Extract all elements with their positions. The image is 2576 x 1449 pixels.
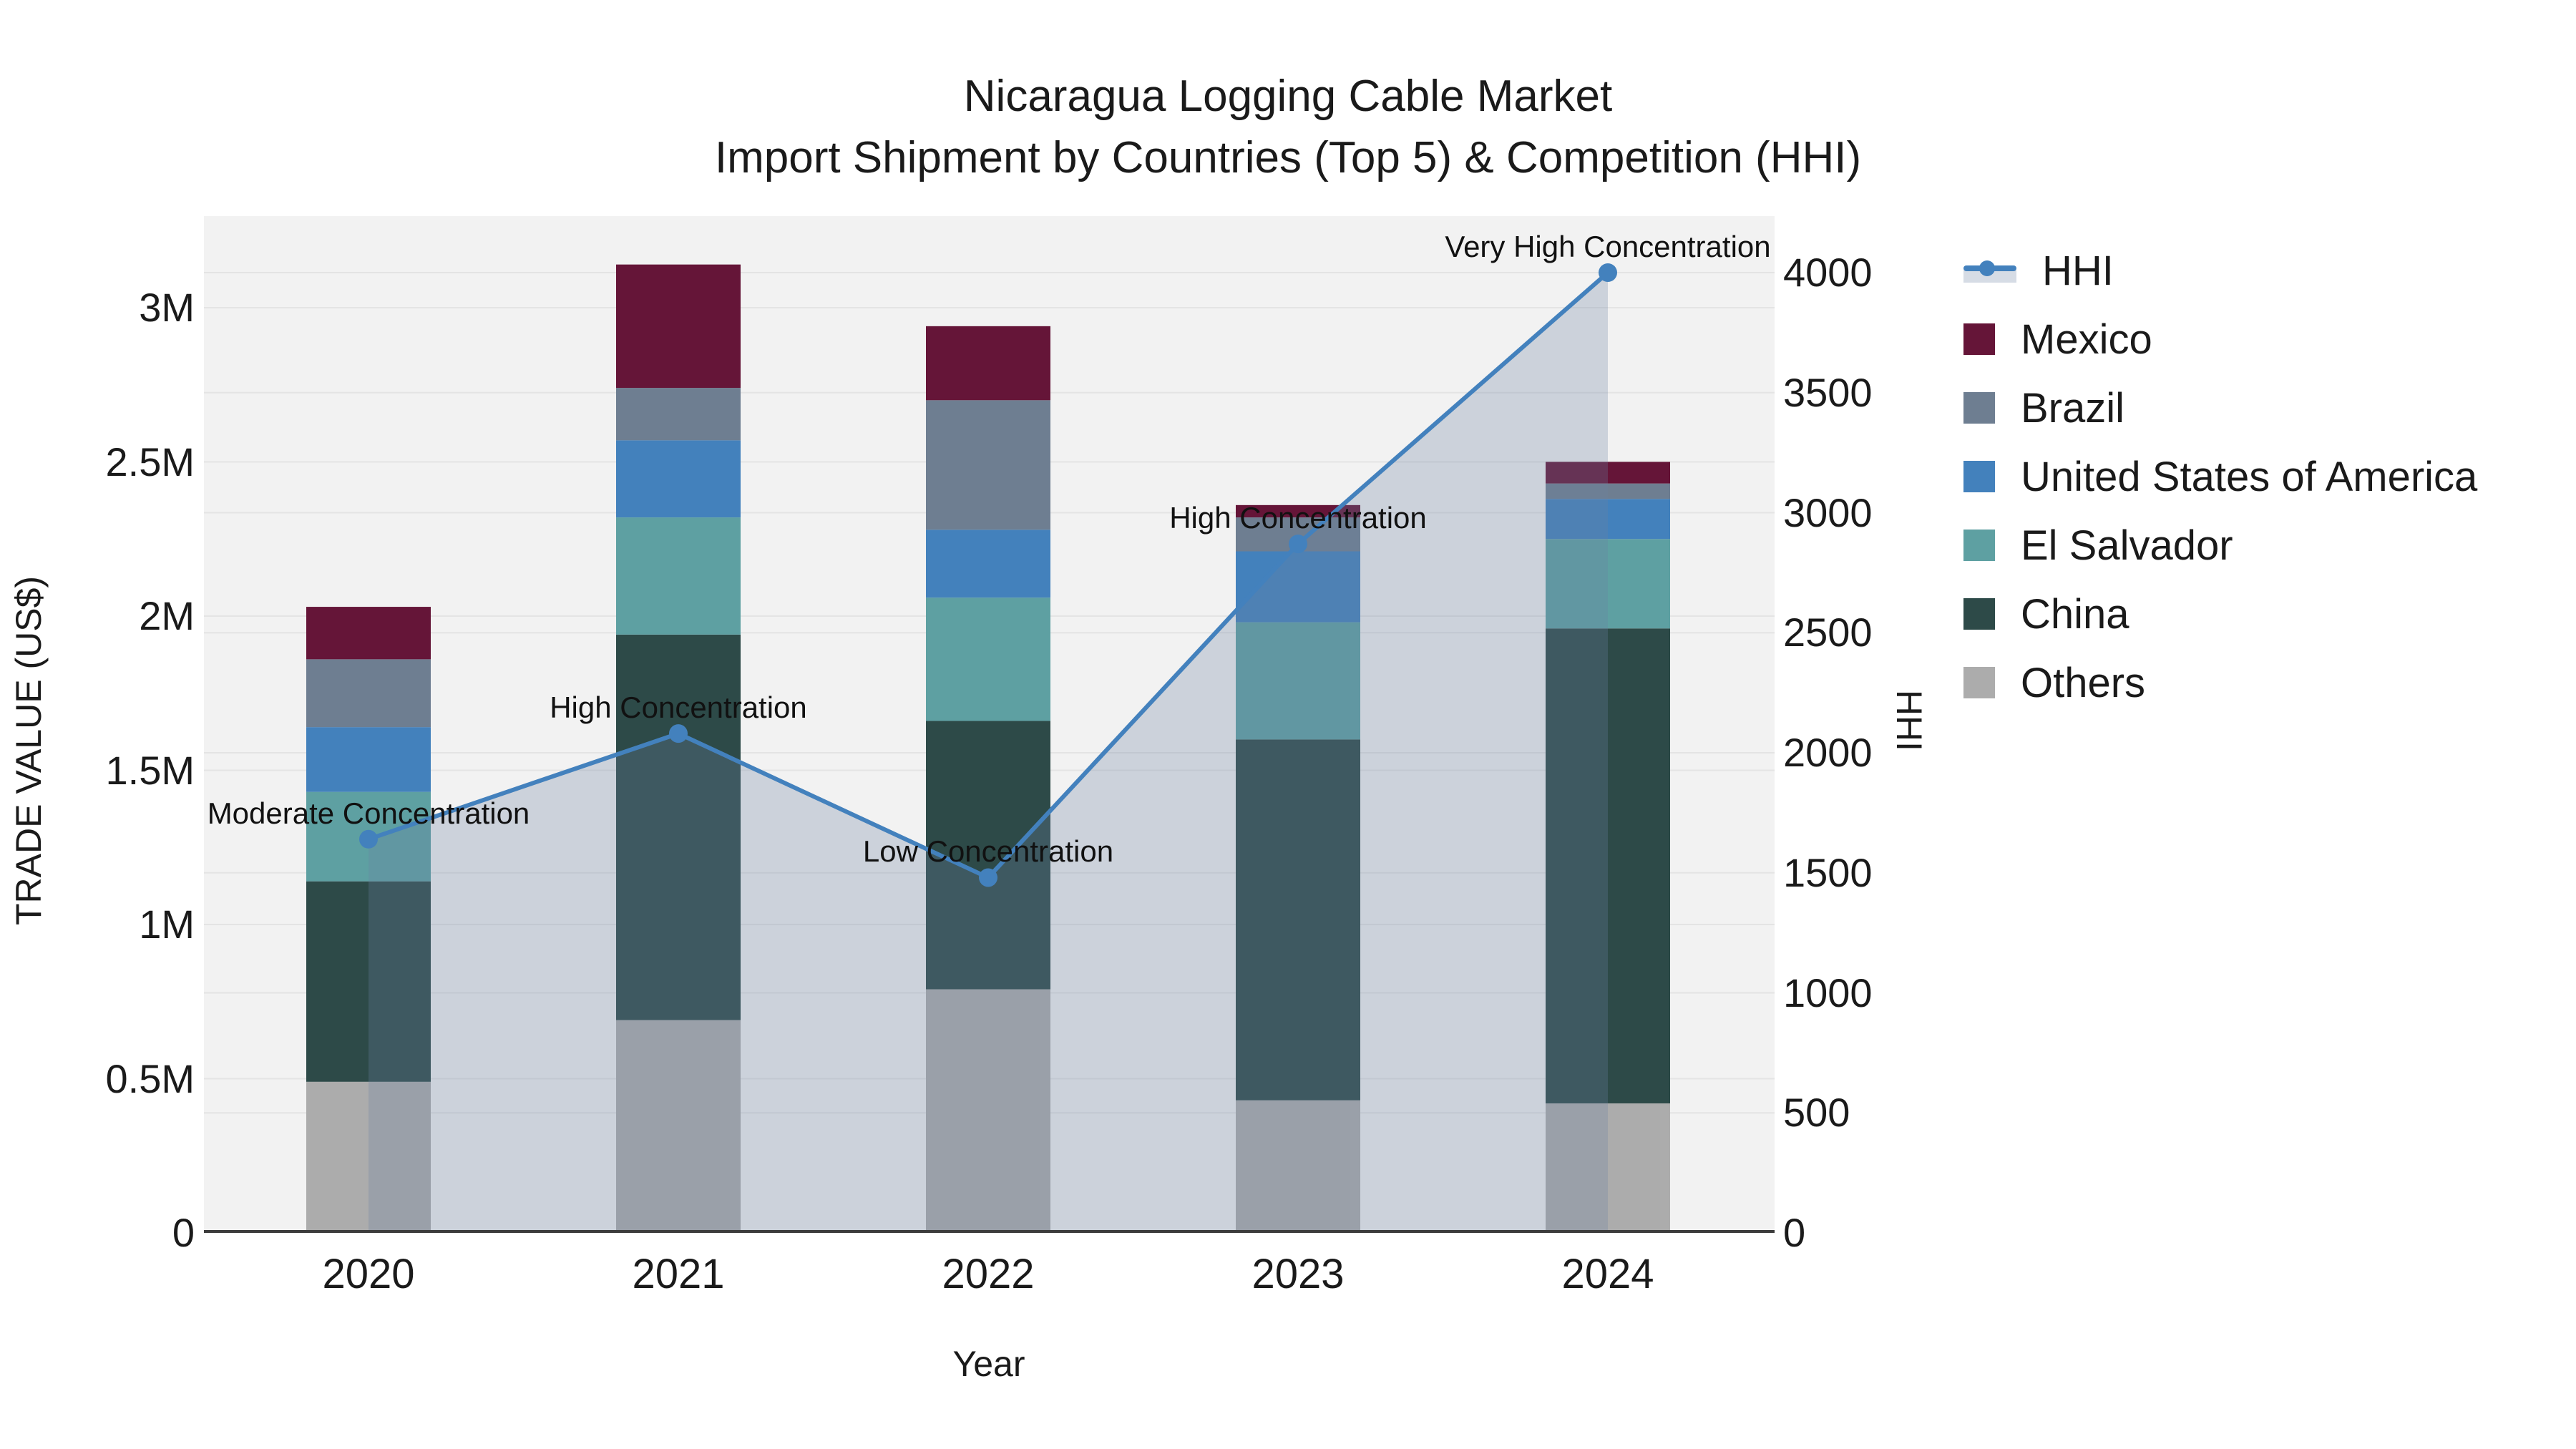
- ytick-left-2M: 2M: [139, 593, 195, 638]
- y-axis-right-title: HHI: [1889, 689, 1929, 752]
- chart-title-line1: Nicaragua Logging Cable Market: [963, 72, 1613, 121]
- bar-2024-mexico[interactable]: [1546, 462, 1670, 484]
- bar-2023-el-salvador[interactable]: [1236, 622, 1360, 740]
- plot-canvas: [204, 263, 1775, 1233]
- bar-2022-china[interactable]: [926, 721, 1050, 990]
- legend-swatch-icon: [1963, 461, 1995, 492]
- legend-swatch-icon: [1963, 598, 1995, 630]
- ytick-left-1.5M: 1.5M: [105, 747, 195, 793]
- ytick-left-2.5M: 2.5M: [105, 439, 195, 484]
- legend-item-hhi[interactable]: HHI: [1963, 236, 2477, 305]
- bar-2021-united-states-of-america[interactable]: [616, 440, 741, 518]
- bar-2020-brazil[interactable]: [306, 659, 431, 728]
- legend-swatch-icon: [1963, 667, 1995, 698]
- annotation-2024: Very High Concentration: [1445, 230, 1771, 263]
- ytick-right-1000: 1000: [1783, 970, 1873, 1015]
- legend-swatch-icon: [1963, 392, 1995, 424]
- legend-label: Brazil: [2021, 384, 2125, 431]
- annotation-2021: High Concentration: [550, 691, 807, 725]
- bar-2021-brazil[interactable]: [616, 388, 741, 441]
- legend-item-china[interactable]: China: [1963, 580, 2477, 648]
- hhi-marker-2022[interactable]: [979, 868, 997, 887]
- bar-2024-united-states-of-america[interactable]: [1546, 499, 1670, 540]
- bar-2020-mexico[interactable]: [306, 607, 431, 660]
- legend-item-united-states-of-america[interactable]: United States of America: [1963, 442, 2477, 511]
- hhi-marker-2024[interactable]: [1599, 263, 1617, 282]
- ytick-right-0: 0: [1783, 1210, 1806, 1255]
- ytick-right-4000: 4000: [1783, 250, 1873, 295]
- bar-2022-brazil[interactable]: [926, 400, 1050, 530]
- hhi-area-fill: [369, 273, 1608, 1233]
- bar-2022-el-salvador[interactable]: [926, 597, 1050, 721]
- hhi-marker-2021[interactable]: [669, 724, 688, 743]
- legend-label: El Salvador: [2021, 522, 2233, 569]
- annotation-2020: Moderate Concentration: [207, 796, 530, 830]
- legend-label: China: [2021, 590, 2129, 638]
- bar-2022-mexico[interactable]: [926, 326, 1050, 401]
- legend-swatch-icon: [1963, 323, 1995, 355]
- x-axis-title: Year: [952, 1344, 1025, 1384]
- legend-label: Mexico: [2021, 316, 2152, 363]
- ytick-left-0.5M: 0.5M: [105, 1055, 195, 1101]
- hhi-marker-2020[interactable]: [359, 829, 378, 849]
- bar-2021-mexico[interactable]: [616, 264, 741, 389]
- bar-2021-china[interactable]: [616, 634, 741, 1020]
- chart-title-line2: Import Shipment by Countries (Top 5) & C…: [714, 133, 1862, 182]
- y-axis-left-title: TRADE VALUE (US$): [9, 575, 49, 926]
- ytick-right-2000: 2000: [1783, 730, 1873, 775]
- ytick-right-1500: 1500: [1783, 849, 1873, 895]
- legend-item-others[interactable]: Others: [1963, 648, 2477, 717]
- legend-label: HHI: [2042, 247, 2114, 294]
- bar-2024-brazil[interactable]: [1546, 483, 1670, 499]
- bar-2024-el-salvador[interactable]: [1546, 539, 1670, 629]
- bar-2022-united-states-of-america[interactable]: [926, 530, 1050, 598]
- legend-item-mexico[interactable]: Mexico: [1963, 305, 2477, 374]
- legend-label: Others: [2021, 659, 2146, 706]
- ytick-right-2500: 2500: [1783, 610, 1873, 655]
- bar-2021-el-salvador[interactable]: [616, 517, 741, 635]
- ytick-left-3M: 3M: [139, 285, 195, 330]
- ytick-right-500: 500: [1783, 1090, 1850, 1136]
- legend-item-brazil[interactable]: Brazil: [1963, 374, 2477, 442]
- annotation-2023: High Concentration: [1169, 501, 1427, 535]
- bar-2023-others[interactable]: [1236, 1100, 1360, 1233]
- bar-2023-china[interactable]: [1236, 739, 1360, 1101]
- legend: HHI Mexico Brazil United States of America E…: [1963, 236, 2477, 717]
- bar-2024-china[interactable]: [1546, 628, 1670, 1103]
- legend-swatch-icon: [1963, 530, 1995, 561]
- xtick-2021: 2021: [632, 1251, 725, 1297]
- bar-2022-others[interactable]: [926, 989, 1050, 1233]
- bar-2024-others[interactable]: [1546, 1103, 1670, 1233]
- ytick-left-0: 0: [172, 1210, 195, 1255]
- hhi-marker-2023[interactable]: [1289, 535, 1307, 554]
- xtick-2023: 2023: [1252, 1251, 1345, 1297]
- legend-item-el-salvador[interactable]: El Salvador: [1963, 511, 2477, 580]
- bar-2021-others[interactable]: [616, 1020, 741, 1233]
- xtick-2024: 2024: [1561, 1251, 1654, 1297]
- xtick-2020: 2020: [322, 1251, 415, 1297]
- xtick-2022: 2022: [942, 1251, 1035, 1297]
- ytick-right-3000: 3000: [1783, 489, 1873, 535]
- legend-label: United States of America: [2021, 453, 2478, 500]
- annotation-2022: Low Concentration: [862, 834, 1114, 869]
- hhi-line-icon: [1963, 258, 2016, 283]
- bar-2020-others[interactable]: [306, 1081, 431, 1233]
- bar-2020-china[interactable]: [306, 881, 431, 1082]
- ytick-right-3500: 3500: [1783, 369, 1873, 415]
- ytick-left-1M: 1M: [139, 902, 195, 947]
- bar-2020-united-states-of-america[interactable]: [306, 727, 431, 792]
- plot-area: Moderate Concentration High Concentration…: [204, 216, 1775, 1233]
